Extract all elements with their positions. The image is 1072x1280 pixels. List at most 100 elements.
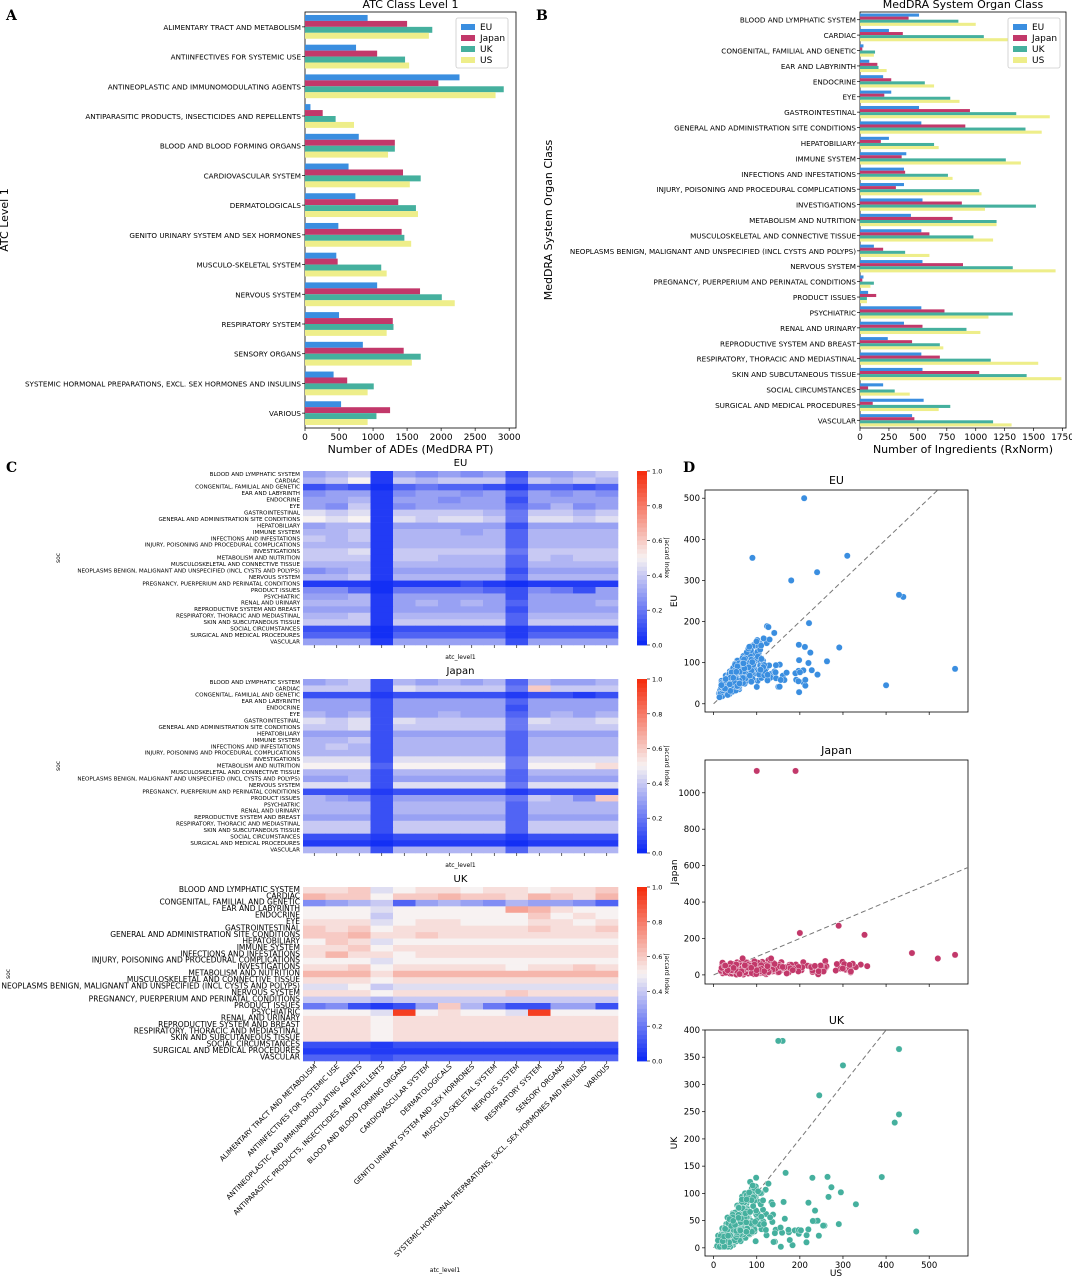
bar-us: [305, 181, 410, 188]
heatmap-cell: [528, 679, 551, 686]
x-tick-label: 1500: [396, 433, 419, 443]
scatter-y-tick-label: 0: [695, 700, 700, 710]
heatmap-cell: [528, 483, 551, 491]
heatmap-cell: [303, 912, 326, 920]
x-tick-label: 3000: [498, 433, 521, 443]
x-tick-label: 0: [302, 433, 308, 443]
colorbar-segment: [637, 739, 647, 745]
heatmap-cell: [595, 529, 619, 536]
colorbar-segment: [637, 505, 647, 511]
heatmap-cell: [370, 919, 394, 926]
colorbar-segment: [637, 813, 647, 819]
heatmap-cell: [325, 717, 349, 725]
colorbar-tick-label: 0.0: [652, 642, 662, 650]
heatmap-cell: [528, 685, 551, 693]
heatmap-cell: [438, 1054, 461, 1062]
heatmap-cell: [460, 807, 484, 815]
heatmap-cell: [438, 912, 461, 920]
heatmap-cell: [438, 1028, 461, 1036]
heatmap-row-label: GENERAL AND ADMINISTRATION SITE CONDITIO…: [110, 930, 300, 939]
panel-letter-d: D: [683, 460, 695, 476]
heatmap-cell: [393, 769, 416, 776]
colorbar-segment: [637, 605, 647, 611]
heatmap-cell: [415, 795, 439, 802]
heatmap-cell: [573, 775, 596, 783]
colorbar-segment: [637, 597, 647, 602]
scatter-point: [809, 1217, 817, 1225]
heatmap-cell: [393, 1003, 416, 1010]
heatmap-cell: [393, 580, 416, 588]
scatter-point: [803, 1238, 810, 1246]
heatmap-cell: [325, 912, 349, 920]
heatmap-cell: [303, 1028, 326, 1036]
scatter-point: [787, 577, 795, 584]
heatmap-cell: [415, 691, 439, 699]
heatmap-cell: [483, 638, 506, 646]
heatmap-cell: [415, 906, 439, 914]
heatmap-cell: [483, 483, 506, 491]
heatmap-cell: [393, 899, 416, 907]
heatmap-cell: [460, 730, 484, 738]
heatmap-cell: [438, 737, 461, 744]
heatmap-cell: [550, 1035, 574, 1042]
heatmap-y-axis-label: soc: [55, 553, 62, 563]
bar-us: [305, 121, 355, 128]
heatmap-cell: [438, 529, 461, 536]
bar-japan: [860, 109, 970, 113]
heatmap-cell: [415, 1054, 439, 1062]
heatmap-cell: [505, 554, 529, 562]
scatter-y-tick-label: 0: [695, 971, 700, 981]
heatmap-cell: [370, 827, 394, 834]
bar-us: [860, 130, 1042, 134]
colorbar-segment: [637, 978, 647, 984]
heatmap-cell: [393, 807, 416, 815]
bar-us: [305, 211, 418, 218]
scatter-point: [742, 1218, 750, 1226]
category-label: PSYCHIATRIC: [810, 308, 856, 317]
heatmap-cell: [393, 593, 416, 601]
colorbar-tick-label: 0.2: [652, 1023, 662, 1031]
heatmap-cell: [505, 541, 529, 549]
bar-us: [860, 253, 930, 257]
heatmap-cell: [348, 509, 371, 517]
heatmap-cell: [438, 769, 461, 776]
heatmap-cell: [483, 612, 506, 620]
heatmap-cell: [460, 827, 484, 834]
heatmap-cell: [303, 724, 326, 731]
scatter-point: [783, 970, 791, 977]
heatmap-row-label: SOCIAL CIRCUMSTANCES: [206, 1040, 300, 1049]
colorbar-segment: [637, 558, 647, 563]
heatmap-cell: [595, 945, 619, 952]
x-axis-label: Number of Ingredients (RxNorm): [873, 443, 1053, 456]
scatter-point: [805, 659, 812, 667]
heatmap-cell: [573, 788, 596, 796]
heatmap-row-label: SKIN AND SUBCUTANEOUS TISSUE: [171, 1033, 301, 1042]
heatmap-cell: [573, 957, 596, 965]
heatmap-cell: [415, 737, 439, 744]
heatmap-cell: [550, 516, 574, 523]
heatmap-cell: [550, 801, 574, 809]
scatter-point: [863, 962, 871, 970]
heatmap-cell: [325, 541, 349, 549]
heatmap-row-label: MUSCULOSKELETAL AND CONNECTIVE TISSUE: [171, 770, 301, 776]
heatmap-cell: [325, 554, 349, 562]
heatmap-cell: [460, 711, 484, 718]
heatmap-cell: [325, 612, 349, 620]
heatmap-cell: [460, 471, 484, 478]
heatmap-cell: [415, 743, 439, 751]
bar-japan: [860, 263, 963, 267]
colorbar-tick-label: 0.0: [652, 850, 662, 858]
scatter-point: [833, 960, 841, 968]
heatmap-cell: [483, 951, 506, 959]
heatmap-cell: [528, 522, 551, 530]
heatmap-cell: [573, 516, 596, 523]
colorbar-segment: [637, 952, 647, 957]
heatmap-cell: [348, 899, 371, 907]
colorbar-segment: [637, 757, 647, 763]
heatmap-cell: [595, 691, 619, 699]
scatter-y-tick-label: 50: [689, 1217, 700, 1227]
category-label: EAR AND LABYRINTH: [781, 62, 856, 71]
colorbar-segment: [637, 488, 647, 494]
bar-uk: [305, 294, 442, 301]
heatmap-cell: [483, 685, 506, 693]
